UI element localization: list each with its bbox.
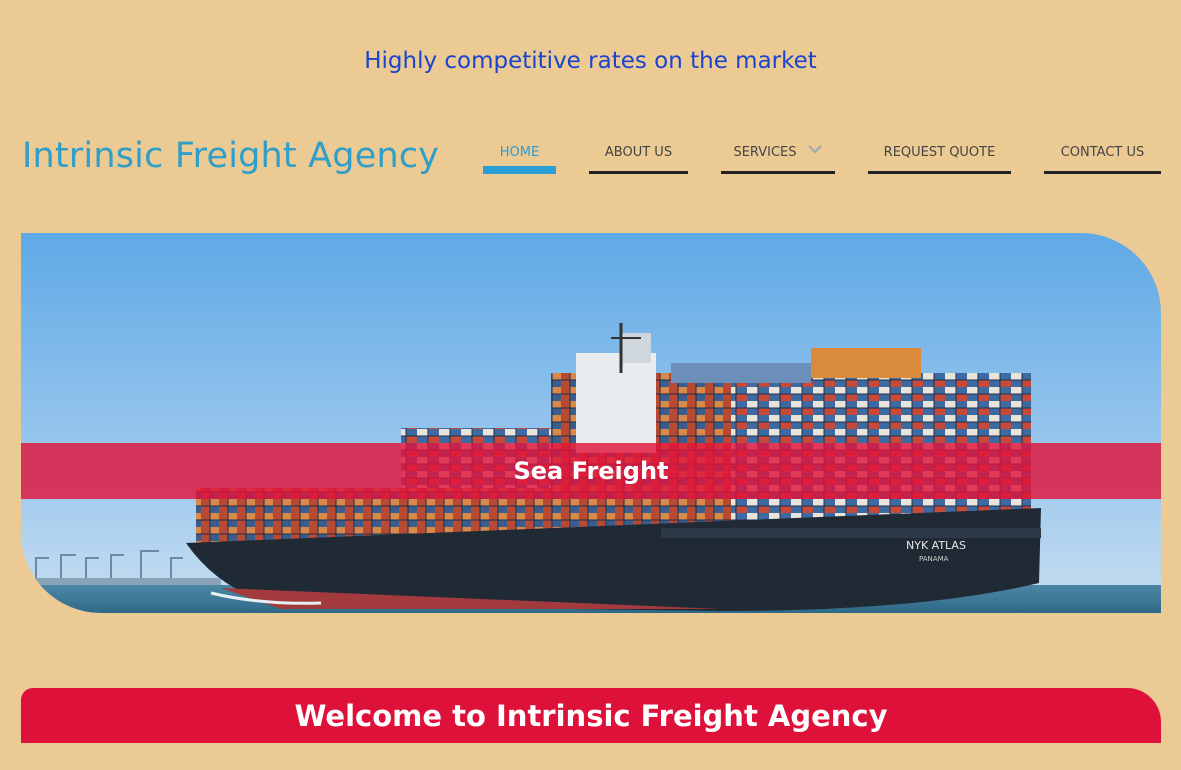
hero-caption: Sea Freight: [513, 457, 669, 485]
hero-ship-image: NYK ATLAS PANAMA: [21, 233, 1161, 613]
hero-caption-band: Sea Freight: [21, 443, 1161, 499]
tagline: Highly competitive rates on the market: [364, 48, 817, 74]
chevron-down-icon[interactable]: [807, 143, 823, 159]
ship-name-text: NYK ATLAS: [906, 539, 966, 552]
welcome-title: Welcome to Intrinsic Freight Agency: [294, 698, 888, 733]
nav-services[interactable]: SERVICES: [721, 143, 835, 174]
nav-request-quote[interactable]: REQUEST QUOTE: [868, 143, 1011, 174]
nav-contact-us[interactable]: CONTACT US: [1044, 143, 1161, 174]
nav-home[interactable]: HOME: [483, 143, 556, 174]
hero-slider[interactable]: NYK ATLAS PANAMA Sea Freight: [21, 233, 1161, 613]
nav-services-label: SERVICES: [733, 145, 797, 160]
nav-about-us[interactable]: ABOUT US: [589, 143, 688, 174]
ship-port-text: PANAMA: [919, 555, 949, 563]
nav-about-label: ABOUT US: [604, 145, 673, 160]
nav-contact-label: CONTACT US: [1060, 145, 1145, 160]
nav-quote-label: REQUEST QUOTE: [883, 145, 996, 160]
nav-home-label: HOME: [499, 145, 540, 160]
welcome-banner: Welcome to Intrinsic Freight Agency: [21, 688, 1161, 743]
brand-logo-text[interactable]: Intrinsic Freight Agency: [22, 136, 440, 176]
